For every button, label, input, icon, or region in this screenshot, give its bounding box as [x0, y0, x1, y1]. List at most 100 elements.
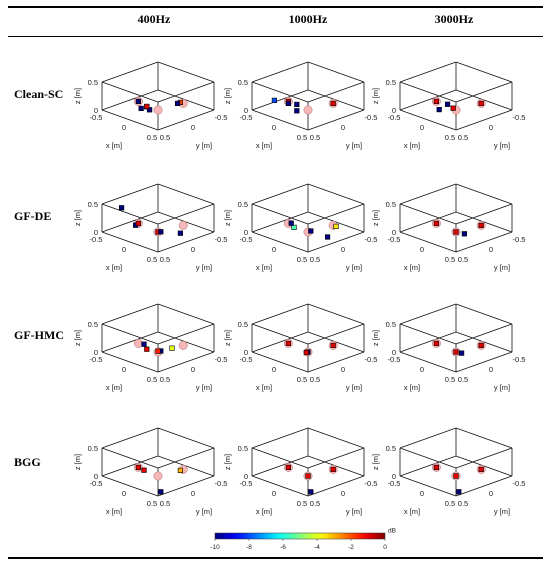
plot-gf-de-3000hz: 00.5z [m]-0.500.5x [m]-0.500.5y [m]	[371, 183, 525, 272]
x-axis-label: x [m]	[404, 263, 420, 272]
z-axis-label: z [m]	[73, 454, 82, 470]
box-edge	[157, 61, 215, 83]
x-tick-label: -0.5	[90, 235, 103, 244]
box-edge	[251, 211, 309, 233]
plot-gf-de-1000hz: 00.5z [m]-0.500.5x [m]-0.500.5y [m]	[223, 183, 378, 272]
source-point	[144, 103, 150, 109]
z-axis-label: z [m]	[73, 210, 82, 226]
z-tick-label: 0	[94, 106, 98, 115]
z-tick-label: 0.5	[88, 444, 98, 453]
source-point	[294, 101, 300, 107]
x-tick-label: -0.5	[90, 479, 103, 488]
y-axis-label: y [m]	[346, 141, 362, 150]
box-edge	[399, 331, 457, 353]
box-edge	[307, 475, 365, 497]
z-tick-label: 0	[244, 348, 248, 357]
box-edge	[101, 183, 159, 205]
y-tick-label: 0	[341, 365, 345, 374]
plot-clean-sc-1000hz: 00.5z [m]-0.500.5x [m]-0.500.5y [m]	[223, 61, 377, 150]
x-tick-label: 0	[420, 489, 424, 498]
z-tick-label: 0.5	[386, 78, 396, 87]
colorbar-tick-label: -2	[348, 544, 354, 551]
box-edge	[399, 351, 457, 373]
source-point	[285, 100, 291, 106]
source-point	[135, 98, 141, 104]
y-tick-label: 0	[489, 365, 493, 374]
y-tick-label: 0.5	[458, 375, 468, 384]
source-point	[433, 98, 439, 104]
z-tick-label: 0.5	[386, 320, 396, 329]
plot-bgg-3000hz: 00.5z [m]-0.500.5x [m]-0.500.5y [m]	[371, 427, 526, 516]
y-tick-label: -0.5	[513, 479, 526, 488]
source-point	[141, 467, 147, 473]
y-tick-label: 0	[489, 245, 493, 254]
x-axis-label: x [m]	[256, 141, 272, 150]
source-point	[445, 101, 451, 107]
box-edge	[251, 183, 309, 205]
y-tick-label: 0.5	[458, 255, 468, 264]
box-edge	[157, 203, 215, 225]
y-tick-label: -0.5	[365, 355, 378, 364]
source-point	[271, 97, 277, 103]
source-point	[308, 228, 314, 234]
z-tick-label: 0	[244, 472, 248, 481]
y-axis-label: y [m]	[196, 263, 212, 272]
box-edge	[251, 323, 309, 345]
row-header-gf-hmc: GF-HMC	[14, 328, 64, 342]
source-point	[433, 340, 439, 346]
box-edge	[307, 183, 365, 205]
box-edge	[157, 303, 215, 325]
box-edge	[455, 183, 513, 205]
source-point	[305, 473, 311, 479]
source-point	[333, 223, 339, 229]
source-point	[330, 342, 336, 348]
y-tick-label: -0.5	[365, 235, 378, 244]
x-axis-label: x [m]	[404, 383, 420, 392]
colorbar-tick-label: -4	[314, 544, 320, 551]
box-edge	[399, 475, 457, 497]
box-edge	[399, 89, 457, 111]
row-header-bgg: BGG	[14, 455, 41, 469]
true-source-marker	[303, 105, 313, 115]
x-axis-label: x [m]	[106, 507, 122, 516]
x-axis-label: x [m]	[256, 507, 272, 516]
z-axis-label: z [m]	[223, 210, 232, 226]
source-point	[453, 229, 459, 235]
box-edge	[157, 323, 215, 345]
box-edge	[455, 61, 513, 83]
x-axis-label: x [m]	[256, 263, 272, 272]
x-tick-label: 0	[122, 245, 126, 254]
source-point	[141, 341, 147, 347]
y-tick-label: 0.5	[310, 375, 320, 384]
z-axis-label: z [m]	[371, 454, 380, 470]
y-tick-label: 0	[191, 365, 195, 374]
source-point	[330, 100, 336, 106]
y-tick-label: -0.5	[215, 235, 228, 244]
x-tick-label: 0	[420, 365, 424, 374]
box-edge	[101, 231, 159, 253]
x-tick-label: -0.5	[388, 479, 401, 488]
z-tick-label: 0.5	[238, 78, 248, 87]
y-tick-label: 0	[489, 123, 493, 132]
y-tick-label: -0.5	[215, 355, 228, 364]
z-tick-label: 0	[94, 472, 98, 481]
x-axis-label: x [m]	[256, 383, 272, 392]
plot-gf-hmc-1000hz: 00.5z [m]-0.500.5x [m]-0.500.5y [m]	[223, 303, 378, 392]
x-tick-label: -0.5	[240, 479, 253, 488]
y-tick-label: 0	[191, 245, 195, 254]
y-tick-label: 0.5	[160, 499, 170, 508]
plot-gf-de-400hz: 00.5z [m]-0.500.5x [m]-0.500.5y [m]	[73, 183, 228, 272]
box-edge	[251, 109, 309, 131]
box-edge	[251, 475, 309, 497]
box-edge	[399, 231, 457, 253]
source-point	[453, 473, 459, 479]
source-point	[478, 222, 484, 228]
y-tick-label: 0.5	[458, 133, 468, 142]
y-tick-label: 0	[341, 245, 345, 254]
source-point	[147, 107, 153, 113]
box-edge	[157, 183, 215, 205]
colorbar-tick-label: -8	[246, 544, 252, 551]
box-edge	[157, 427, 215, 449]
source-point	[478, 466, 484, 472]
plot-clean-sc-3000hz: 00.5z [m]-0.500.5x [m]-0.500.5y [m]	[371, 61, 525, 150]
